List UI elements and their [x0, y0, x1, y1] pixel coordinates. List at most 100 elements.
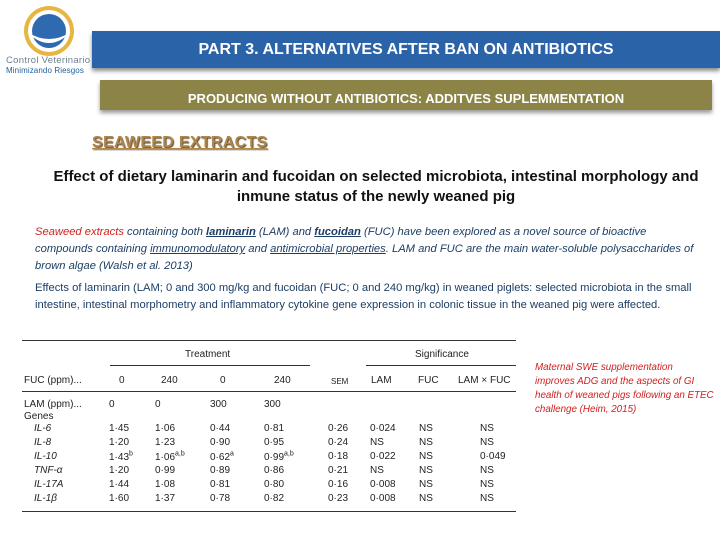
value-cell: 0·78 — [210, 493, 231, 504]
sig-interaction-cell: NS — [480, 437, 494, 448]
value-cell-wrap: 0·62a — [210, 451, 234, 464]
table-rule — [22, 391, 516, 392]
logo-icon — [24, 6, 74, 56]
fuc-value: 240 — [274, 375, 291, 386]
value-cell: 1·23 — [155, 437, 176, 448]
value-cell: 0·82 — [264, 493, 285, 504]
effects-paragraph: Effects of laminarin (LAM; 0 and 300 mg/… — [35, 282, 692, 311]
table-rule — [110, 365, 310, 366]
sig-lam-cell: 0·022 — [370, 451, 396, 462]
value-cell-wrap: 0·99a,b — [264, 451, 294, 464]
sig-lam-cell: NS — [370, 437, 384, 448]
value-cell: 0·90 — [210, 437, 231, 448]
value-cell: 0·80 — [264, 479, 285, 490]
value-cell: 1·20 — [109, 437, 130, 448]
intro-paragraph: Seaweed extracts containing both laminar… — [35, 224, 695, 275]
intro-text: and — [245, 243, 271, 255]
fuc-label: FUC (ppm)... — [24, 375, 82, 386]
sig-fuc-cell: NS — [419, 465, 433, 476]
value-cell: 1·45 — [109, 423, 130, 434]
sig-header-lam: LAM — [371, 375, 392, 386]
value-cell: 0·81 — [210, 479, 231, 490]
sig-lam-cell: 0·024 — [370, 423, 396, 434]
logo-text-line1: Control Veterinario — [6, 55, 91, 66]
sig-lam-cell: 0·008 — [370, 479, 396, 490]
intro-text: (FUC) have been explored as a novel sour… — [35, 226, 647, 255]
intro-text: containing both — [123, 226, 207, 238]
lam-value: 300 — [264, 399, 281, 410]
value-number: 1·43 — [109, 452, 130, 464]
sig-fuc-cell: NS — [419, 451, 433, 462]
fuc-value: 240 — [161, 375, 178, 386]
sem-cell: 0·18 — [328, 451, 349, 462]
value-cell: 1·43b — [109, 451, 133, 463]
sig-fuc-cell: NS — [419, 423, 433, 434]
value-cell: 1·37 — [155, 493, 176, 504]
sem-cell: 0·24 — [328, 437, 349, 448]
gene-name: IL-10 — [34, 451, 57, 462]
subtitle-bar: PRODUCING WITHOUT ANTIBIOTICS: ADDITVES … — [100, 80, 712, 110]
value-superscript: a,b — [284, 451, 294, 458]
table-rule — [22, 340, 516, 341]
sem-cell: 0·16 — [328, 479, 349, 490]
logo: Control Veterinario Minimizando Riesgos — [6, 4, 92, 84]
value-cell-wrap: 1·43b — [109, 451, 133, 464]
gene-name: IL-17A — [34, 479, 64, 490]
value-superscript: a — [230, 451, 234, 458]
lam-label: LAM (ppm)... — [24, 399, 82, 410]
significance-group-header: Significance — [415, 349, 469, 360]
sig-fuc-cell: NS — [419, 479, 433, 490]
intro-immunomodulatory: immunomodulatory — [150, 243, 246, 255]
sem-cell: 0·21 — [328, 465, 349, 476]
value-number: 0·62 — [210, 452, 231, 464]
sig-interaction-cell: NS — [480, 465, 494, 476]
value-cell: 0·62a — [210, 451, 234, 463]
sem-header: SEM — [331, 377, 349, 386]
sig-header-interaction: LAM × FUC — [458, 375, 511, 386]
side-note: Maternal SWE supplementation improves AD… — [535, 362, 714, 415]
value-cell: 0·86 — [264, 465, 285, 476]
fuc-value: 0 — [220, 375, 226, 386]
sig-interaction-cell: NS — [480, 493, 494, 504]
value-superscript: b — [129, 451, 133, 458]
value-cell: 1·44 — [109, 479, 130, 490]
part-title-bar: PART 3. ALTERNATIVES AFTER BAN ON ANTIBI… — [92, 31, 720, 68]
genes-label: Genes — [24, 411, 54, 422]
value-superscript: a,b — [175, 451, 185, 458]
sig-header-fuc: FUC — [418, 375, 439, 386]
value-cell: 0·99a,b — [264, 451, 294, 463]
lam-value: 0 — [155, 399, 161, 410]
value-cell: 1·20 — [109, 465, 130, 476]
value-cell: 0·44 — [210, 423, 231, 434]
section-heading: SEAWEED EXTRACTS — [92, 134, 268, 151]
value-cell: 1·60 — [109, 493, 130, 504]
value-cell-wrap: 1·06a,b — [155, 451, 185, 464]
intro-antimicrobial: antimicrobial properties — [270, 243, 386, 255]
value-number: 0·99 — [264, 452, 285, 464]
gene-name: IL-1β — [34, 493, 57, 504]
slide-title: Effect of dietary laminarin and fucoidan… — [53, 168, 699, 205]
gene-name: IL-6 — [34, 423, 52, 434]
value-cell: 1·06 — [155, 423, 176, 434]
value-number: 1·06 — [155, 452, 176, 464]
sig-fuc-cell: NS — [419, 437, 433, 448]
lam-value: 0 — [109, 399, 115, 410]
value-cell: 0·95 — [264, 437, 285, 448]
sig-fuc-cell: NS — [419, 493, 433, 504]
value-cell: 0·99 — [155, 465, 176, 476]
intro-text: . LAM and FUC are the main water-soluble… — [35, 243, 694, 272]
intro-fucoidan: fucoidan — [314, 226, 361, 238]
fuc-value: 0 — [119, 375, 125, 386]
value-cell: 1·08 — [155, 479, 176, 490]
sig-interaction-cell: 0·049 — [480, 451, 506, 462]
gene-name: IL-8 — [34, 437, 52, 448]
intro-laminarin: laminarin — [206, 226, 256, 238]
treatment-group-header: Treatment — [185, 349, 231, 360]
sem-cell: 0·23 — [328, 493, 349, 504]
value-cell: 0·89 — [210, 465, 231, 476]
sig-interaction-cell: NS — [480, 423, 494, 434]
intro-text: (LAM) and — [255, 226, 315, 238]
gene-name: TNF-α — [34, 465, 63, 476]
sig-interaction-cell: NS — [480, 479, 494, 490]
table-rule — [366, 365, 516, 366]
